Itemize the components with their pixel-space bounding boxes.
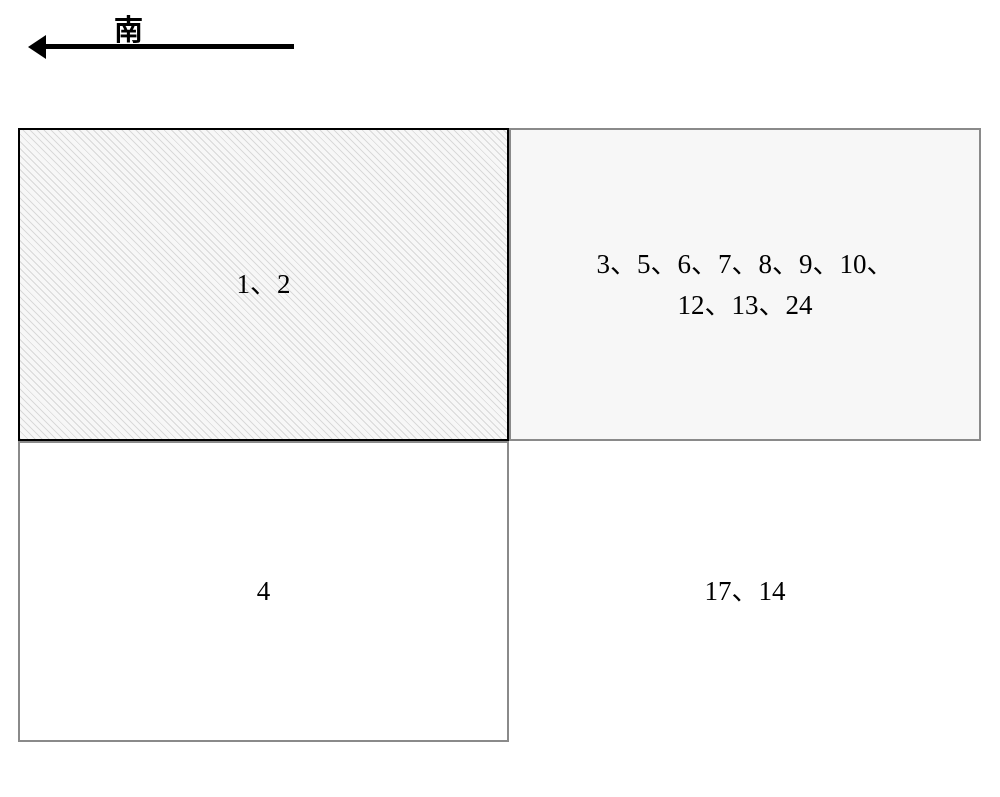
cell-bottom-left-text: 4 xyxy=(257,571,271,612)
layout-grid: 1、2 3、5、6、7、8、9、10、 12、13、24 4 17、14 xyxy=(18,128,981,742)
direction-label: 南 xyxy=(114,7,143,49)
cell-bottom-right: 17、14 xyxy=(509,441,981,742)
direction-arrow-line xyxy=(44,44,294,49)
cell-bottom-right-text: 17、14 xyxy=(705,571,786,612)
cell-bottom-left: 4 xyxy=(18,441,509,742)
cell-top-left-text: 1、2 xyxy=(237,264,291,305)
cell-top-right: 3、5、6、7、8、9、10、 12、13、24 xyxy=(509,128,981,441)
direction-arrow-head xyxy=(28,35,46,59)
cell-top-right-text: 3、5、6、7、8、9、10、 12、13、24 xyxy=(597,244,894,325)
cell-top-left: 1、2 xyxy=(18,128,509,441)
